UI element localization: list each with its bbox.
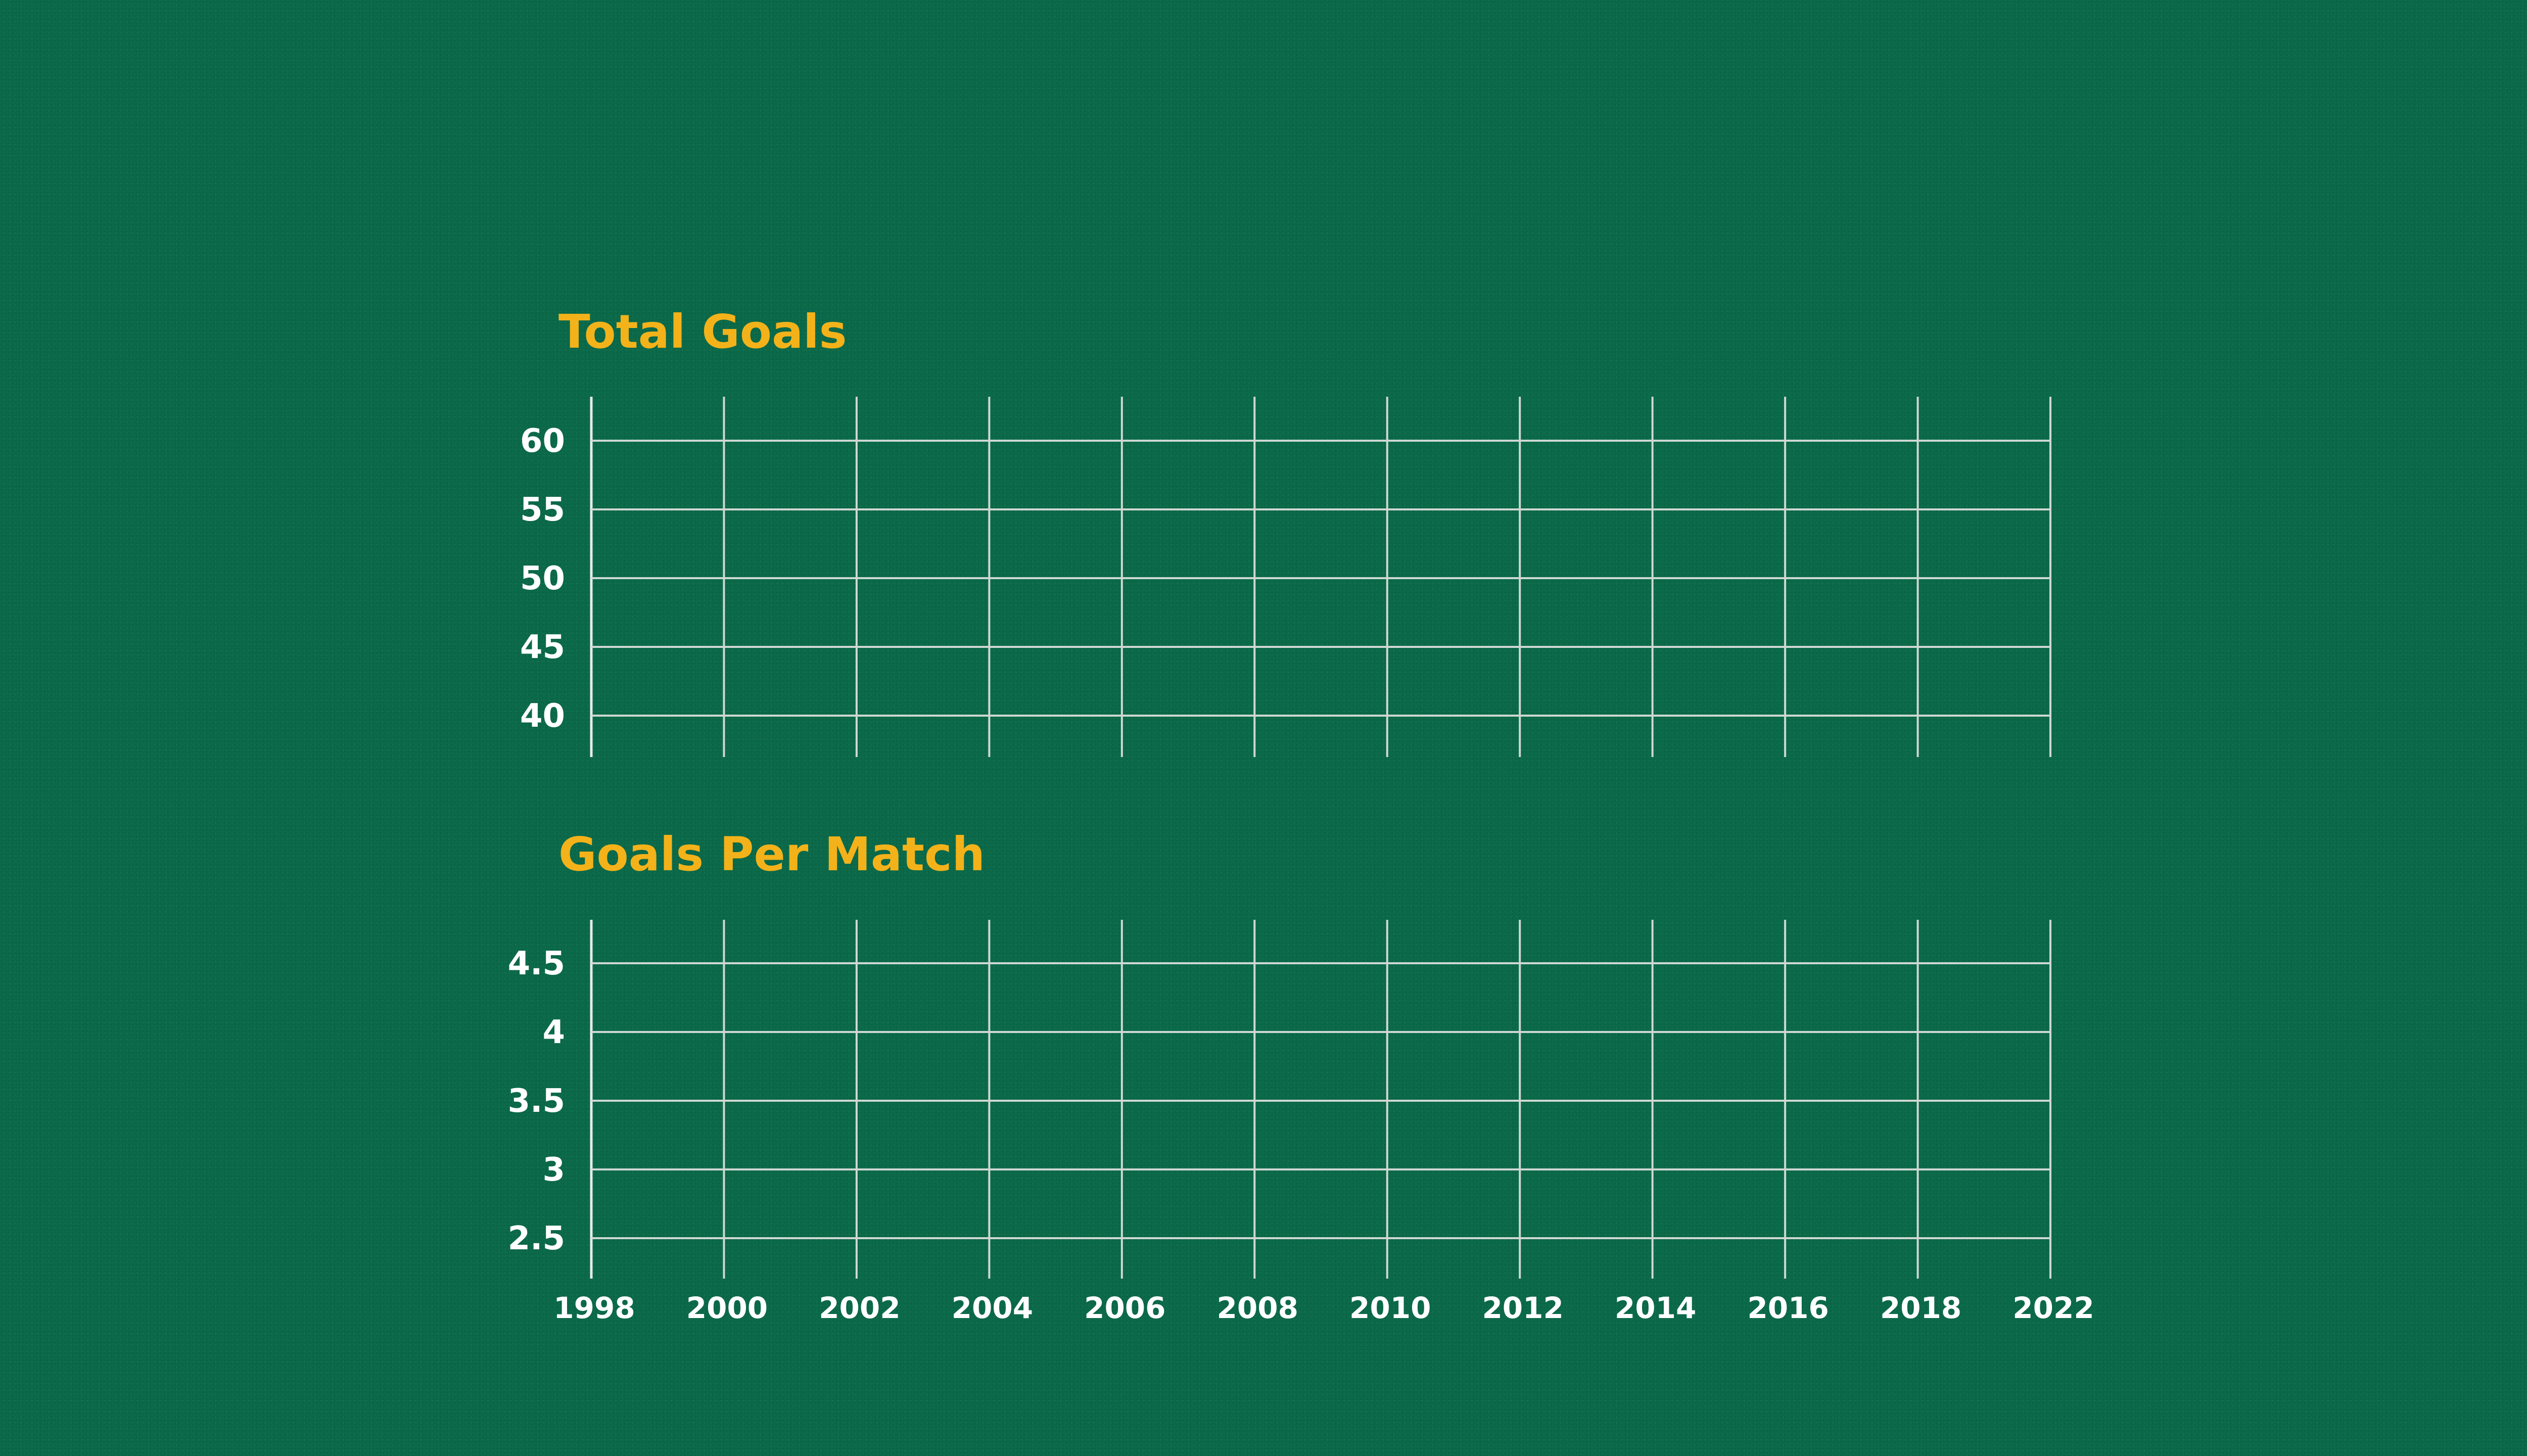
total-goals-title: Total Goals — [558, 305, 847, 359]
goals-per-match-y-tick-label: 4 — [542, 1014, 565, 1051]
goals-per-match-y-tick-label: 2.5 — [508, 1220, 565, 1257]
total-goals-y-tick-label: 45 — [520, 629, 565, 666]
x-tick-label-2004: 2004 — [952, 1291, 1033, 1325]
x-tick-label-2018: 2018 — [1880, 1291, 1961, 1325]
x-tick-label-2000: 2000 — [686, 1291, 768, 1325]
x-tick-label-2022: 2022 — [2013, 1291, 2094, 1325]
goals-per-match-y-tick-label: 4.5 — [508, 945, 565, 982]
total-goals-chart: Total Goals 60 55 50 45 40 — [520, 305, 2051, 757]
x-tick-label-2014: 2014 — [1615, 1291, 1696, 1325]
x-tick-label-2010: 2010 — [1349, 1291, 1431, 1325]
total-goals-grid — [590, 397, 2051, 757]
goals-per-match-grid — [590, 920, 2051, 1279]
x-tick-label-2006: 2006 — [1084, 1291, 1165, 1325]
total-goals-y-ticks: 60 55 50 45 40 — [520, 422, 565, 735]
goals-per-match-y-ticks: 4.5 4 3.5 3 2.5 — [508, 945, 565, 1257]
goals-per-match-y-tick-label: 3.5 — [508, 1083, 565, 1120]
x-tick-label-2002: 2002 — [819, 1291, 900, 1325]
total-goals-y-tick-label: 40 — [520, 697, 565, 735]
goals-per-match-y-tick-label: 3 — [542, 1151, 565, 1189]
total-goals-y-tick-label: 50 — [520, 560, 565, 597]
x-tick-label-2016: 2016 — [1747, 1291, 1829, 1325]
total-goals-y-tick-label: 55 — [520, 491, 565, 529]
x-tick-label-2012: 2012 — [1482, 1291, 1563, 1325]
goals-per-match-chart: Goals Per Match 4.5 4 3.5 3 2.5 1998 2000 2002… — [508, 827, 2094, 1325]
goals-per-match-x-ticks: 1998 2000 2002 2004 2006 2008 2010 2012 2014 2016… — [553, 1291, 2094, 1325]
total-goals-y-tick-label: 60 — [520, 422, 565, 460]
x-tick-label-2008: 2008 — [1217, 1291, 1298, 1325]
x-tick-label-1998: 1998 — [553, 1291, 635, 1325]
goals-per-match-title: Goals Per Match — [558, 827, 985, 881]
